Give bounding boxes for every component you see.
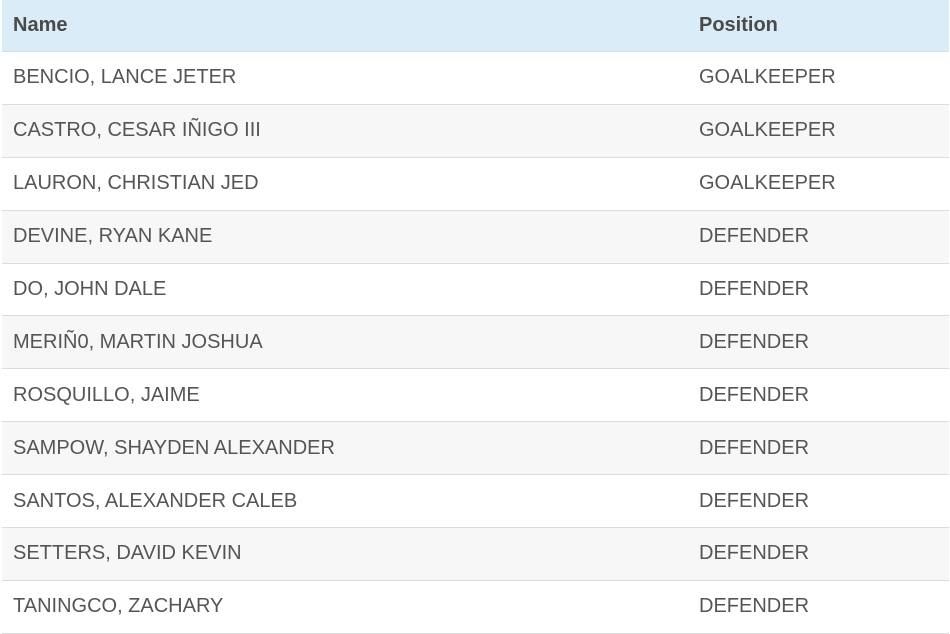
player-position: DEFENDER [699, 436, 810, 459]
player-position: DEFENDER [699, 595, 810, 618]
table-row: DEVINE, RYAN KANE DEFENDER [2, 210, 949, 264]
player-name: LAURON, CHRISTIAN JED [13, 172, 259, 195]
header-name[interactable]: Name [13, 14, 68, 36]
player-position: DEFENDER [699, 330, 810, 353]
table-body: BENCIO, LANCE JETER GOALKEEPER CASTRO, C… [2, 52, 949, 634]
player-name: SETTERS, DAVID KEVIN [13, 542, 242, 565]
table-row: CASTRO, CESAR IÑIGO III GOALKEEPER [2, 104, 949, 158]
player-name: BENCIO, LANCE JETER [13, 66, 237, 89]
player-position: GOALKEEPER [699, 66, 836, 89]
table-row: MERIÑ0, MARTIN JOSHUA DEFENDER [2, 316, 949, 370]
player-position: DEFENDER [699, 542, 810, 565]
player-position: GOALKEEPER [699, 119, 836, 142]
header-position[interactable]: Position [699, 14, 778, 36]
table-row: SETTERS, DAVID KEVIN DEFENDER [2, 528, 949, 581]
table-row: SAMPOW, SHAYDEN ALEXANDER DEFENDER [2, 422, 949, 476]
table-row: LAURON, CHRISTIAN JED GOALKEEPER [2, 157, 949, 211]
table-row: DO, JOHN DALE DEFENDER [2, 263, 949, 317]
table-header: Name Position [2, 0, 949, 52]
player-position: DEFENDER [699, 383, 810, 406]
player-name: CASTRO, CESAR IÑIGO III [13, 119, 261, 142]
player-name: SANTOS, ALEXANDER CALEB [13, 489, 298, 512]
table-row: ROSQUILLO, JAIME DEFENDER [2, 369, 949, 423]
player-position: DEFENDER [699, 225, 810, 248]
player-name: ROSQUILLO, JAIME [13, 383, 200, 406]
table-row: TANINGCO, ZACHARY DEFENDER [2, 580, 949, 634]
player-position: GOALKEEPER [699, 172, 836, 195]
player-name: DO, JOHN DALE [13, 278, 167, 300]
player-position: DEFENDER [699, 278, 810, 300]
table-row: SANTOS, ALEXANDER CALEB DEFENDER [2, 475, 949, 529]
player-name: SAMPOW, SHAYDEN ALEXANDER [13, 436, 335, 459]
player-name: DEVINE, RYAN KANE [13, 225, 213, 248]
player-name: MERIÑ0, MARTIN JOSHUA [13, 330, 263, 353]
table-row: BENCIO, LANCE JETER GOALKEEPER [2, 52, 949, 105]
player-position: DEFENDER [699, 489, 810, 512]
player-name: TANINGCO, ZACHARY [13, 595, 224, 618]
